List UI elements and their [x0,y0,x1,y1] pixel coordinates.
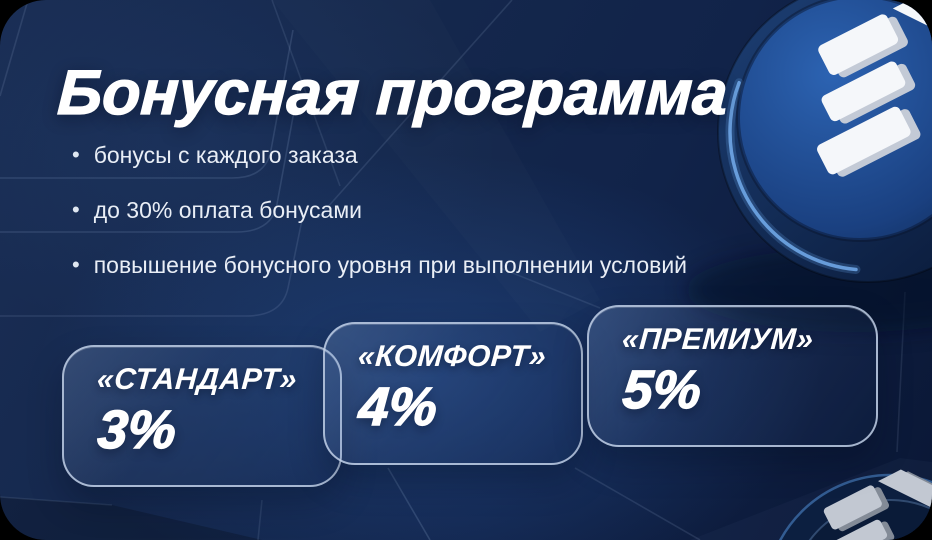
brand-logo-watermark-icon [778,448,932,540]
tier-card-komfort: «КОМФОРТ» 4% [323,322,583,465]
facet-shape [0,497,262,540]
tier-value: 4% [356,376,440,437]
bullet-item: • до 30% оплата бонусами [72,196,362,225]
tier-name: «ПРЕМИУМ» [620,323,815,356]
tier-name: «СТАНДАРТ» [95,363,299,396]
bullet-text: бонусы с каждого заказа [93,142,358,168]
bullet-item: • бонусы с каждого заказа [72,141,358,170]
bullet-marker-icon: • [72,197,80,222]
brand-logo-icon [686,0,932,332]
bullet-marker-icon: • [72,252,80,277]
bullet-item: • повышение бонусного уровня при выполне… [72,251,687,280]
bullet-marker-icon: • [72,142,80,167]
bullet-text: повышение бонусного уровня при выполнени… [93,252,688,278]
tier-value: 5% [620,359,704,420]
tier-card-standart: «СТАНДАРТ» 3% [62,345,342,487]
tier-card-premium: «ПРЕМИУМ» 5% [587,305,878,447]
page-title: Бонусная программа [55,57,730,128]
tier-value: 3% [95,399,179,460]
decor-lines [0,0,906,540]
tier-name: «КОМФОРТ» [356,340,548,373]
bullet-text: до 30% оплата бонусами [93,197,362,223]
